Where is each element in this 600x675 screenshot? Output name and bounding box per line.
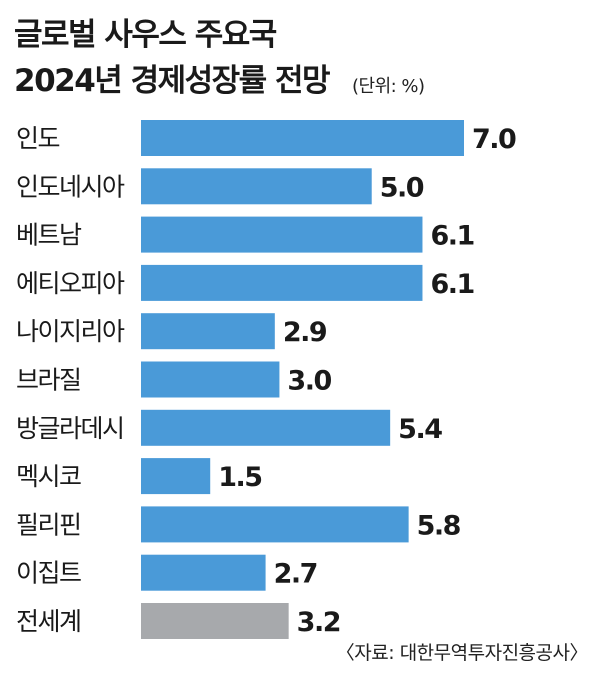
category-label: 전세계 [16,607,81,636]
category-label: 방글라데시 [16,414,124,443]
value-label: 5.0 [380,172,424,203]
bar-row: 인도네시아 5.0 [16,168,425,205]
category-label: 베트남 [16,221,82,250]
bar-row: 인도 7.0 [16,120,518,156]
bar [141,120,464,156]
category-label: 인도네시아 [16,172,125,201]
value-label: 3.0 [287,366,331,397]
bar [141,216,423,253]
category-label: 필리핀 [16,510,81,539]
bar-row: 베트남 6.1 [16,216,475,253]
value-label: 1.5 [218,462,261,493]
category-label: 나이지리아 [16,317,125,346]
bar-world [141,603,289,639]
value-label: 5.4 [398,414,442,445]
bar-row: 나이지리아 2.9 [16,313,328,350]
bar-row: 멕시코 1.5 [16,458,263,495]
category-label: 브라질 [16,366,81,395]
value-label: 3.2 [297,607,340,638]
bar [141,361,280,398]
bar [141,264,423,301]
bar-row: 브라질 3.0 [16,361,333,398]
category-label: 이집트 [16,559,81,588]
chart-title-line2: 2024년 경제성장률 전망 [14,63,331,99]
bar-row: 방글라데시 5.4 [16,409,444,446]
unit-label: (단위: %) [352,76,425,97]
bar [141,506,409,543]
value-label: 2.7 [274,559,317,590]
bar [141,313,275,350]
bar [141,168,372,205]
bar-row: 이집트 2.7 [16,554,318,591]
value-label: 6.1 [430,269,473,300]
value-label: 2.9 [283,317,327,348]
category-label: 인도 [16,124,60,153]
bar-row: 필리핀 5.8 [16,506,462,543]
chart-title-line1: 글로벌 사우스 주요국 [14,17,277,53]
value-label: 6.1 [430,221,473,252]
source-note: 〈자료: 대한무역투자진흥공사〉 [335,642,589,664]
bar-row: 에티오피아 6.1 [16,264,475,301]
bar [141,409,391,446]
bar-row: 전세계 3.2 [16,603,342,639]
category-label: 멕시코 [16,462,81,491]
value-label: 7.0 [472,124,516,155]
bar [141,554,266,591]
category-label: 에티오피아 [16,269,125,298]
bar [141,458,211,495]
value-label: 5.8 [417,510,461,541]
